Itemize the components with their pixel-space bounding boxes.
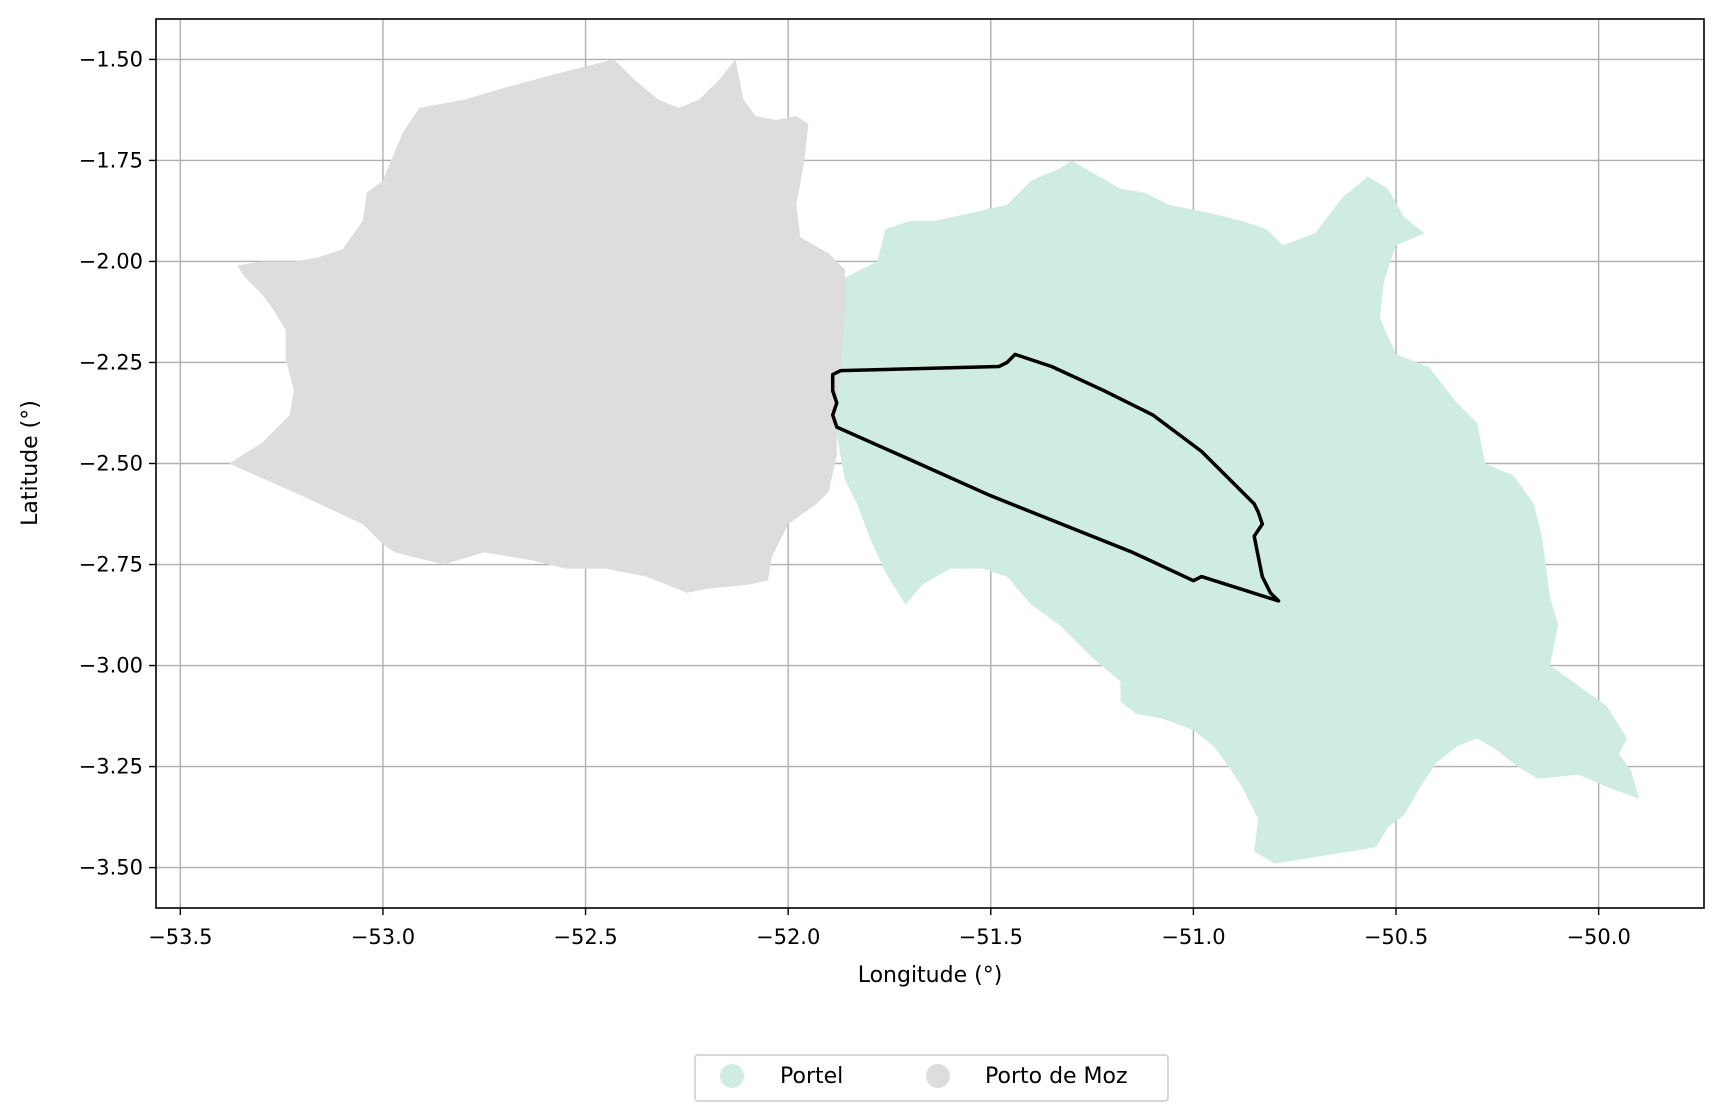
y-tick-label: −3.25 [79, 755, 143, 779]
x-axis-ticks: −53.5 −53.0 −52.5 −52.0 −51.5 −51.0 −50.5 −50.0 [148, 908, 1631, 949]
study-area-outline [830, 352, 1281, 603]
region-portel [816, 160, 1640, 864]
y-tick-label: −2.50 [79, 452, 143, 476]
region-porto-de-moz [228, 59, 845, 593]
regions-layer [228, 59, 1640, 864]
x-tick-label: −51.5 [959, 925, 1023, 949]
y-tick-label: −2.25 [79, 350, 143, 374]
x-axis-label: Longitude (°) [858, 963, 1003, 988]
legend: Portel Porto de Moz [694, 1054, 1169, 1102]
y-tick-label: −2.75 [79, 553, 143, 577]
x-tick-label: −52.5 [553, 925, 617, 949]
x-tick-label: −50.5 [1364, 925, 1428, 949]
y-axis-ticks: −1.50 −1.75 −2.00 −2.25 −2.50 −2.75 −3.00 −3.25… [79, 47, 156, 880]
legend-marker-portel [720, 1064, 744, 1088]
y-tick-label: −2.00 [79, 249, 143, 273]
y-tick-label: −3.00 [79, 654, 143, 678]
legend-marker-porto-de-moz [926, 1064, 950, 1088]
y-tick-label: −3.50 [79, 856, 143, 880]
legend-label-portel: Portel [780, 1064, 843, 1089]
outline-layer [830, 352, 1281, 603]
x-tick-label: −50.0 [1566, 925, 1630, 949]
x-tick-label: −51.0 [1161, 925, 1225, 949]
y-axis-label: Latitude (°) [18, 400, 43, 526]
x-tick-label: −53.0 [351, 925, 415, 949]
y-tick-label: −1.50 [79, 47, 143, 71]
x-tick-label: −53.5 [148, 925, 212, 949]
legend-label-porto-de-moz: Porto de Moz [985, 1064, 1128, 1089]
x-tick-label: −52.0 [756, 925, 820, 949]
y-tick-label: −1.75 [79, 148, 143, 172]
